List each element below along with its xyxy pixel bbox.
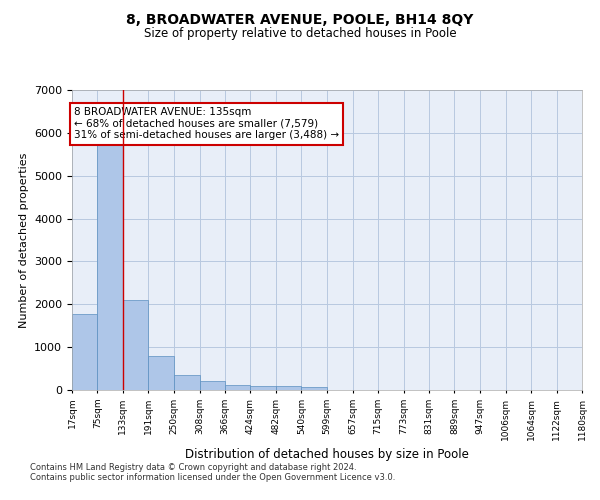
Bar xyxy=(174,375,200,390)
Bar xyxy=(225,385,250,390)
Y-axis label: Number of detached properties: Number of detached properties xyxy=(19,152,29,328)
Text: Size of property relative to detached houses in Poole: Size of property relative to detached ho… xyxy=(143,28,457,40)
Bar xyxy=(301,387,327,390)
Bar xyxy=(200,382,225,390)
Text: Contains HM Land Registry data © Crown copyright and database right 2024.: Contains HM Land Registry data © Crown c… xyxy=(30,464,356,472)
Text: 8, BROADWATER AVENUE, POOLE, BH14 8QY: 8, BROADWATER AVENUE, POOLE, BH14 8QY xyxy=(127,12,473,26)
Bar xyxy=(123,300,148,390)
Bar xyxy=(250,386,276,390)
X-axis label: Distribution of detached houses by size in Poole: Distribution of detached houses by size … xyxy=(185,448,469,461)
Bar xyxy=(276,386,301,390)
Bar xyxy=(72,314,97,390)
Bar xyxy=(148,356,174,390)
Bar xyxy=(97,142,123,390)
Text: Contains public sector information licensed under the Open Government Licence v3: Contains public sector information licen… xyxy=(30,474,395,482)
Text: 8 BROADWATER AVENUE: 135sqm
← 68% of detached houses are smaller (7,579)
31% of : 8 BROADWATER AVENUE: 135sqm ← 68% of det… xyxy=(74,107,340,140)
